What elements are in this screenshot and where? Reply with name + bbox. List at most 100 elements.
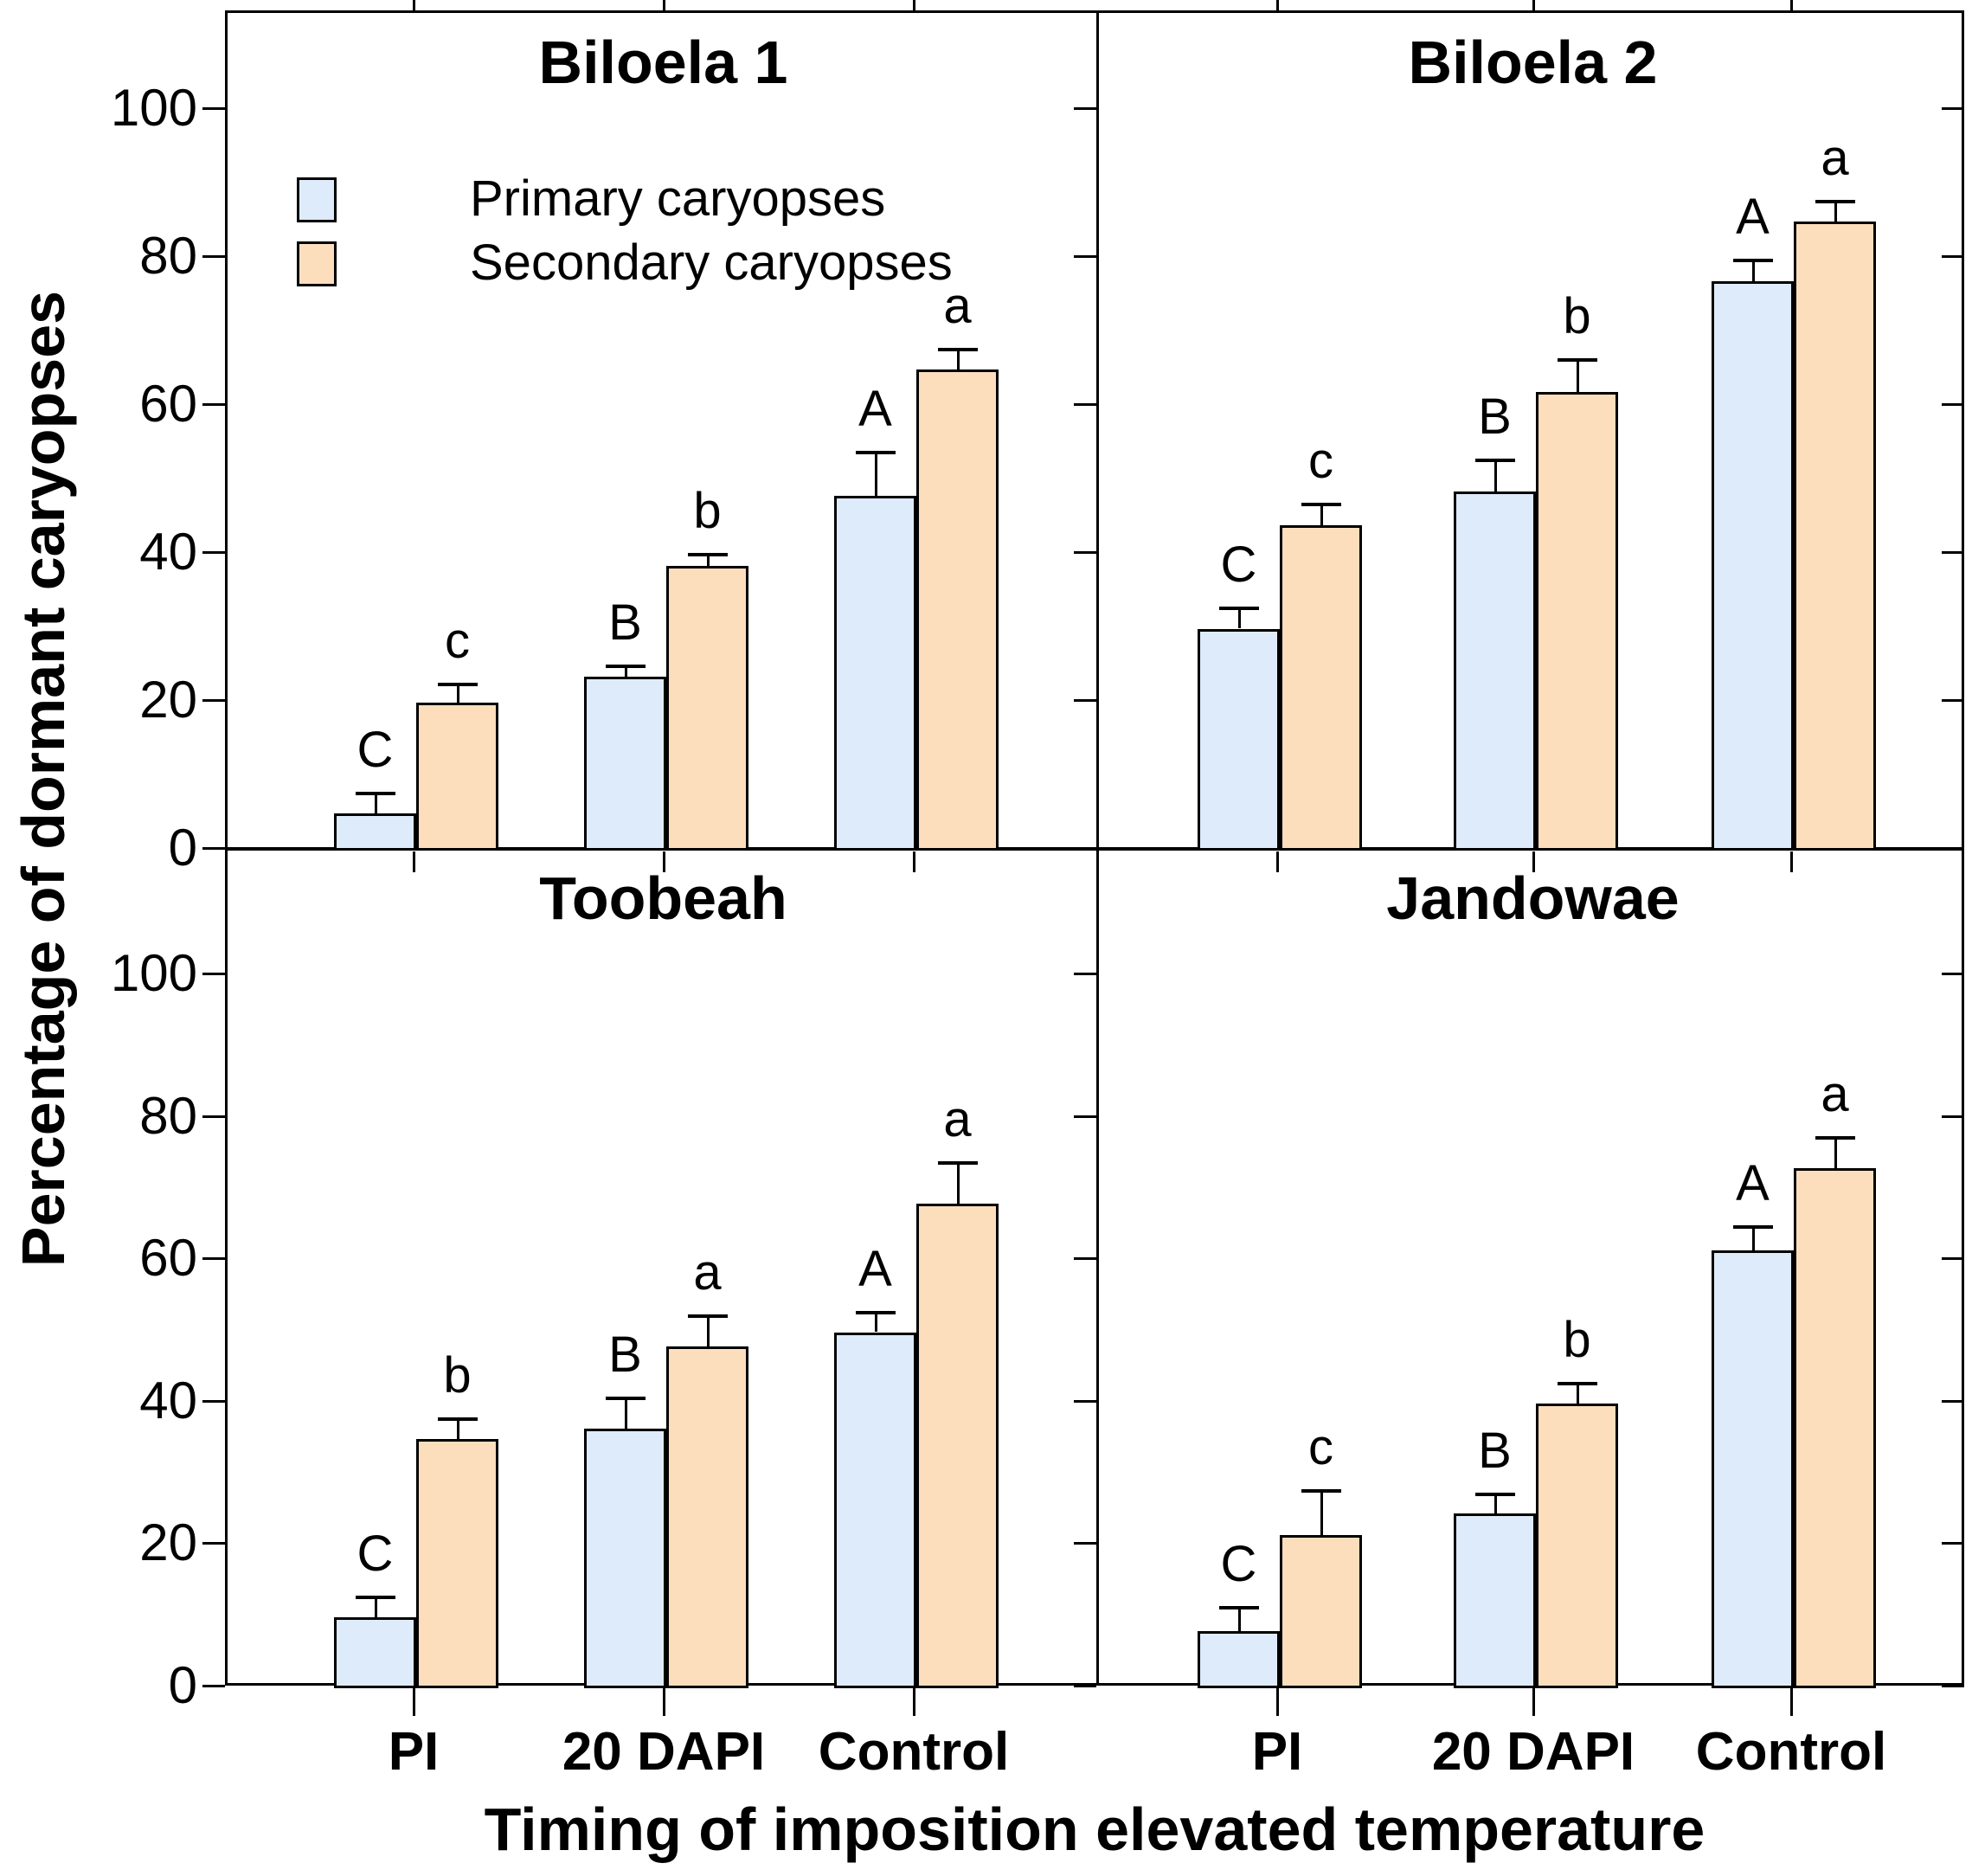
significance-letter-biloela-1-20-dapi-primary: B	[608, 594, 642, 651]
x-tick-top-0-20-dapi	[663, 0, 665, 10]
y-tick-mid-40	[1074, 551, 1096, 554]
significance-letter-biloela-2-pi-secondary: c	[1308, 433, 1333, 490]
x-tick-bottom-1-pi	[1276, 1688, 1279, 1716]
x-tick-label-0-control: Control	[818, 1722, 1010, 1782]
significance-letter-toobeah-control-secondary: a	[943, 1090, 972, 1147]
error-cap-biloela-2-pi-primary	[1218, 606, 1259, 610]
bar-biloela-2-20-dapi-primary	[1454, 491, 1536, 851]
significance-letter-jandowae-pi-secondary: c	[1308, 1418, 1333, 1475]
error-bar-biloela-1-20-dapi-secondary	[706, 553, 710, 566]
error-bar-biloela-2-control-primary	[1751, 259, 1755, 281]
bar-toobeah-20-dapi-primary	[584, 1428, 666, 1688]
significance-letter-toobeah-control-primary: A	[858, 1240, 892, 1297]
error-cap-biloela-2-20-dapi-primary	[1474, 458, 1515, 462]
y-tick-right-40	[1942, 551, 1964, 554]
bar-jandowae-pi-secondary	[1280, 1535, 1362, 1688]
y-tick-label-top-40: 40	[139, 523, 197, 581]
error-cap-biloela-1-pi-primary	[355, 791, 395, 795]
panel-title-toobeah: Toobeah	[539, 864, 787, 932]
y-tick-right-0	[1942, 847, 1964, 850]
y-tick-right-100	[1942, 973, 1964, 975]
x-tick-mid-0-control	[913, 851, 915, 872]
error-bar-toobeah-pi-secondary	[456, 1417, 459, 1439]
error-bar-toobeah-pi-primary	[374, 1596, 377, 1617]
bar-jandowae-pi-primary	[1198, 1631, 1280, 1688]
y-tick-mid-0	[1074, 1685, 1096, 1687]
y-tick-left-60	[202, 1257, 225, 1261]
error-bar-biloela-1-pi-secondary	[456, 682, 459, 703]
y-tick-label-top-80: 80	[139, 227, 197, 285]
significance-letter-jandowae-20-dapi-primary: B	[1478, 1422, 1512, 1479]
y-tick-mid-0	[1074, 847, 1096, 850]
significance-letter-biloela-1-20-dapi-secondary: b	[693, 483, 722, 540]
significance-letter-biloela-1-pi-secondary: c	[445, 612, 470, 669]
y-tick-right-0	[1942, 1685, 1964, 1687]
y-tick-right-60	[1942, 403, 1964, 406]
significance-letter-biloela-2-20-dapi-primary: B	[1478, 388, 1512, 445]
significance-letter-jandowae-20-dapi-secondary: b	[1563, 1312, 1591, 1369]
error-cap-jandowae-pi-primary	[1218, 1606, 1259, 1610]
bar-biloela-1-control-secondary	[916, 369, 999, 851]
legend-label-secondary: Secondary caryopses	[470, 234, 953, 291]
bar-biloela-1-pi-primary	[334, 813, 416, 851]
significance-letter-jandowae-control-secondary: a	[1821, 1066, 1849, 1123]
bar-toobeah-control-secondary	[916, 1204, 999, 1688]
y-tick-label-top-0: 0	[168, 819, 197, 877]
bar-biloela-2-20-dapi-secondary	[1536, 391, 1618, 851]
y-tick-right-100	[1942, 107, 1964, 110]
bar-biloela-2-control-secondary	[1794, 222, 1876, 851]
error-cap-biloela-1-control-primary	[855, 451, 896, 455]
error-bar-biloela-2-pi-primary	[1237, 606, 1241, 629]
bar-jandowae-control-secondary	[1794, 1168, 1876, 1688]
significance-letter-biloela-1-control-secondary: a	[943, 277, 972, 334]
y-tick-right-60	[1942, 1257, 1964, 1261]
y-tick-label-bottom-80: 80	[139, 1086, 197, 1145]
x-tick-label-1-20-dapi: 20 DAPI	[1431, 1722, 1635, 1782]
y-tick-left-20	[202, 1542, 225, 1545]
error-bar-biloela-1-control-primary	[874, 451, 877, 496]
bar-toobeah-pi-primary	[334, 1616, 416, 1688]
y-tick-left-20	[202, 699, 225, 702]
panel-title-biloela-2: Biloela 2	[1408, 29, 1658, 96]
x-tick-bottom-0-pi	[413, 1688, 415, 1716]
error-bar-jandowae-control-primary	[1751, 1225, 1755, 1250]
error-bar-biloela-2-pi-secondary	[1320, 503, 1323, 525]
y-tick-right-20	[1942, 1542, 1964, 1545]
bar-biloela-2-pi-primary	[1198, 628, 1280, 851]
y-tick-right-20	[1942, 699, 1964, 702]
legend-swatch-secondary	[297, 241, 337, 286]
y-tick-label-bottom-40: 40	[139, 1371, 197, 1429]
error-cap-toobeah-control-primary	[855, 1310, 896, 1314]
error-bar-toobeah-20-dapi-primary	[624, 1396, 627, 1429]
error-cap-biloela-1-20-dapi-secondary	[687, 553, 728, 557]
significance-letter-biloela-2-20-dapi-secondary: b	[1563, 288, 1591, 345]
y-tick-label-bottom-0: 0	[168, 1656, 197, 1714]
error-bar-jandowae-pi-secondary	[1320, 1488, 1323, 1536]
error-cap-toobeah-20-dapi-primary	[605, 1396, 646, 1400]
bar-toobeah-pi-secondary	[416, 1438, 498, 1688]
bar-biloela-1-20-dapi-secondary	[666, 565, 748, 851]
y-tick-mid-80	[1074, 1115, 1096, 1118]
error-cap-biloela-1-pi-secondary	[437, 682, 478, 686]
significance-letter-biloela-2-control-secondary: a	[1821, 129, 1849, 186]
y-tick-label-top-60: 60	[139, 375, 197, 433]
y-tick-left-60	[202, 403, 225, 406]
y-tick-left-40	[202, 551, 225, 554]
y-tick-mid-100	[1074, 973, 1096, 975]
y-tick-label-bottom-20: 20	[139, 1513, 197, 1572]
error-bar-toobeah-control-primary	[874, 1310, 877, 1333]
bar-toobeah-control-primary	[834, 1332, 916, 1688]
y-tick-right-40	[1942, 1399, 1964, 1403]
bar-jandowae-control-primary	[1712, 1250, 1794, 1688]
error-bar-biloela-1-control-secondary	[956, 347, 960, 370]
x-tick-top-1-control	[1790, 0, 1793, 10]
x-tick-mid-1-control	[1790, 851, 1793, 872]
x-tick-top-1-20-dapi	[1532, 0, 1535, 10]
panel-title-biloela-1: Biloela 1	[538, 29, 788, 96]
x-tick-mid-1-pi	[1276, 851, 1279, 872]
y-tick-right-80	[1942, 1115, 1964, 1118]
x-tick-label-1-pi: PI	[1251, 1722, 1303, 1782]
error-cap-biloela-2-20-dapi-secondary	[1557, 358, 1597, 363]
